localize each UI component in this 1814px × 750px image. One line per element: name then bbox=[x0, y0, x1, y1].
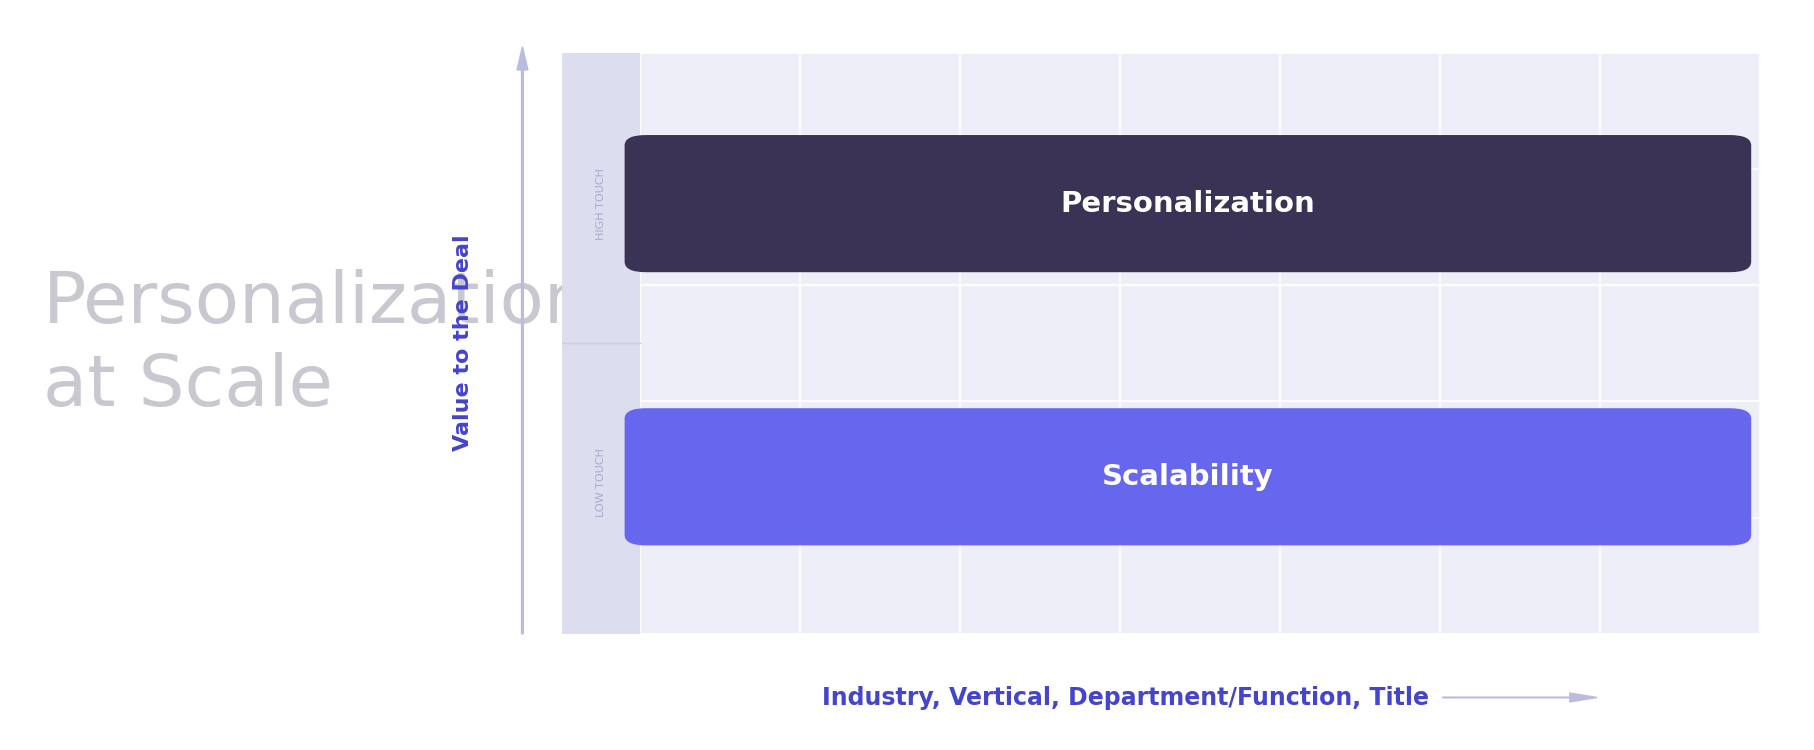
Text: Industry, Vertical, Department/Function, Title: Industry, Vertical, Department/Function,… bbox=[822, 686, 1429, 709]
FancyBboxPatch shape bbox=[624, 135, 1751, 272]
Bar bbox=[562, 53, 640, 634]
Text: HIGH TOUCH: HIGH TOUCH bbox=[597, 168, 606, 239]
Text: LOW TOUCH: LOW TOUCH bbox=[597, 448, 606, 517]
Text: Personalization: Personalization bbox=[1061, 190, 1315, 217]
Text: Value to the Deal: Value to the Deal bbox=[452, 235, 473, 452]
FancyBboxPatch shape bbox=[624, 408, 1751, 545]
Text: Personalization
at Scale: Personalization at Scale bbox=[44, 269, 590, 421]
Text: Scalability: Scalability bbox=[1103, 463, 1273, 490]
